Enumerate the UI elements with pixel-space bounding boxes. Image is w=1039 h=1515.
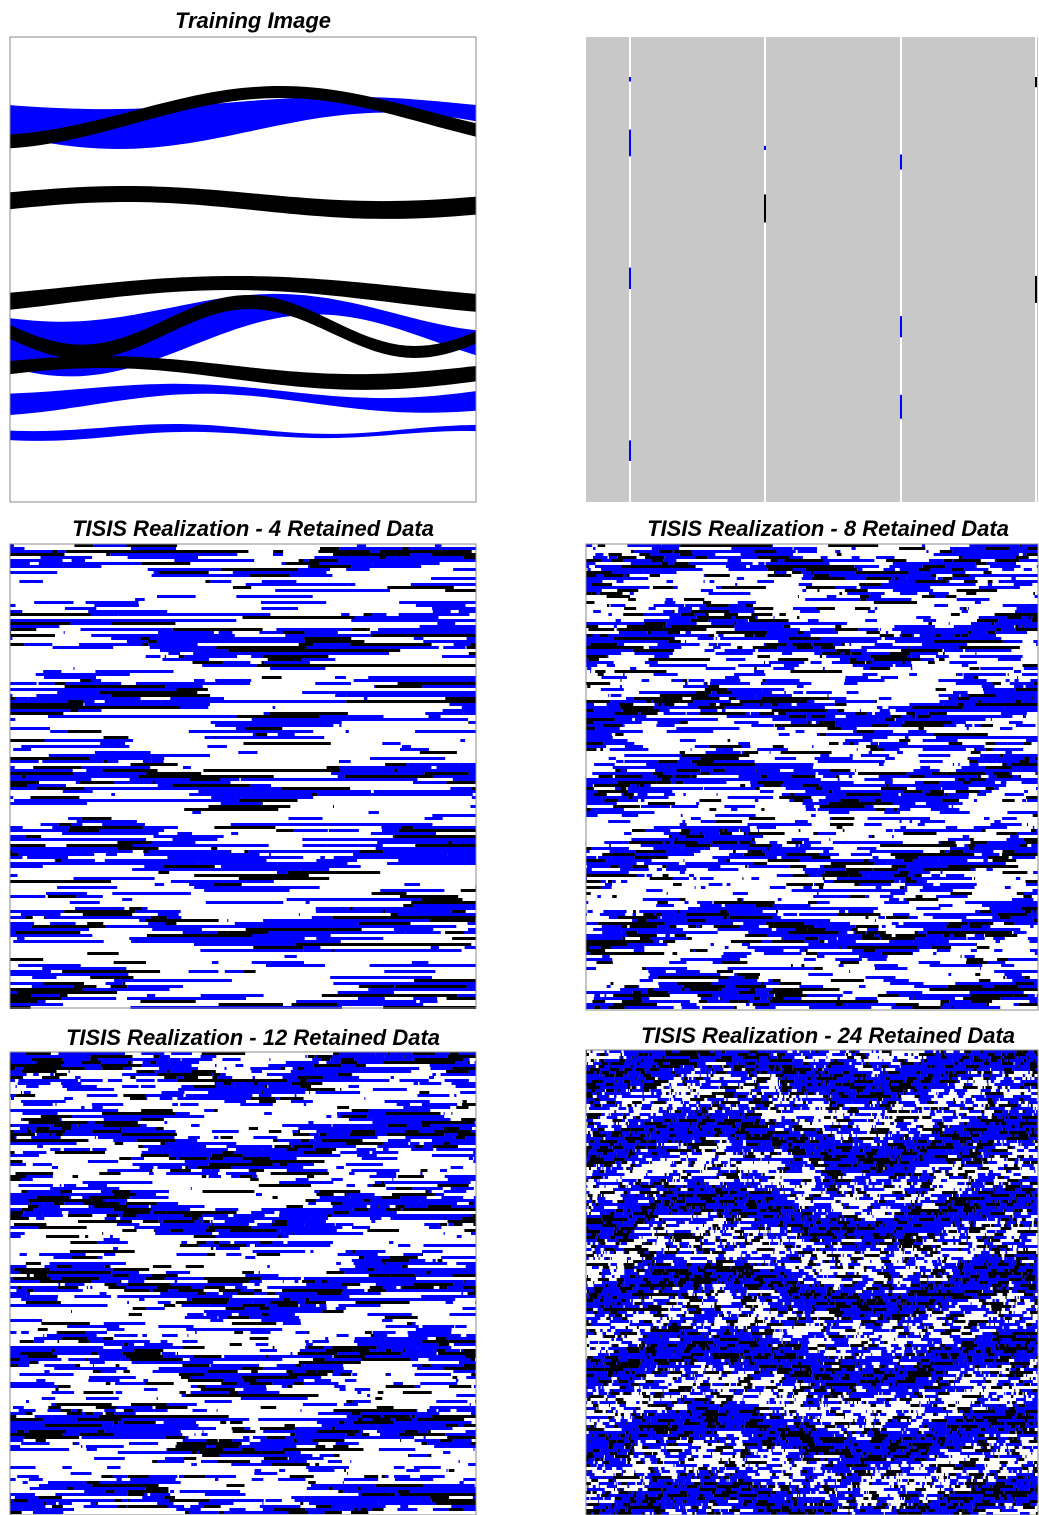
- facies-band: [10, 356, 476, 390]
- panel-frame: [9, 543, 477, 1009]
- facies-black: [9, 1052, 476, 1514]
- facies-band: [10, 96, 476, 149]
- facies-band: [10, 293, 476, 377]
- panel-background: [586, 37, 1038, 502]
- facies-blue: [9, 1052, 476, 1514]
- panel-title: Training Image: [175, 8, 331, 33]
- panel-frame: [9, 1051, 477, 1515]
- facies-blue: [586, 1050, 1038, 1515]
- panel-frame: [585, 1049, 1039, 1515]
- facies-black: [586, 544, 1038, 1009]
- facies-band: [10, 276, 476, 312]
- facies-blue: [9, 544, 476, 1009]
- facies-band: [10, 383, 476, 415]
- facies-black: [586, 1050, 1038, 1515]
- facies-band: [10, 186, 476, 219]
- facies-band: [10, 424, 476, 441]
- panel-title: TISIS Realization - 12 Retained Data: [66, 1025, 440, 1050]
- facies-black: [9, 544, 476, 1009]
- facies-blue: [586, 544, 1038, 1009]
- panel-title: TISIS Realization - 8 Retained Data: [647, 516, 1009, 541]
- panel-frame: [585, 543, 1039, 1011]
- panel-title: TISIS Realization - 4 Retained Data: [72, 516, 434, 541]
- panel-title: TISIS Realization - 24 Retained Data: [641, 1023, 1015, 1048]
- facies-band: [10, 295, 476, 360]
- panel-frame: [9, 36, 477, 503]
- facies-band: [10, 86, 476, 149]
